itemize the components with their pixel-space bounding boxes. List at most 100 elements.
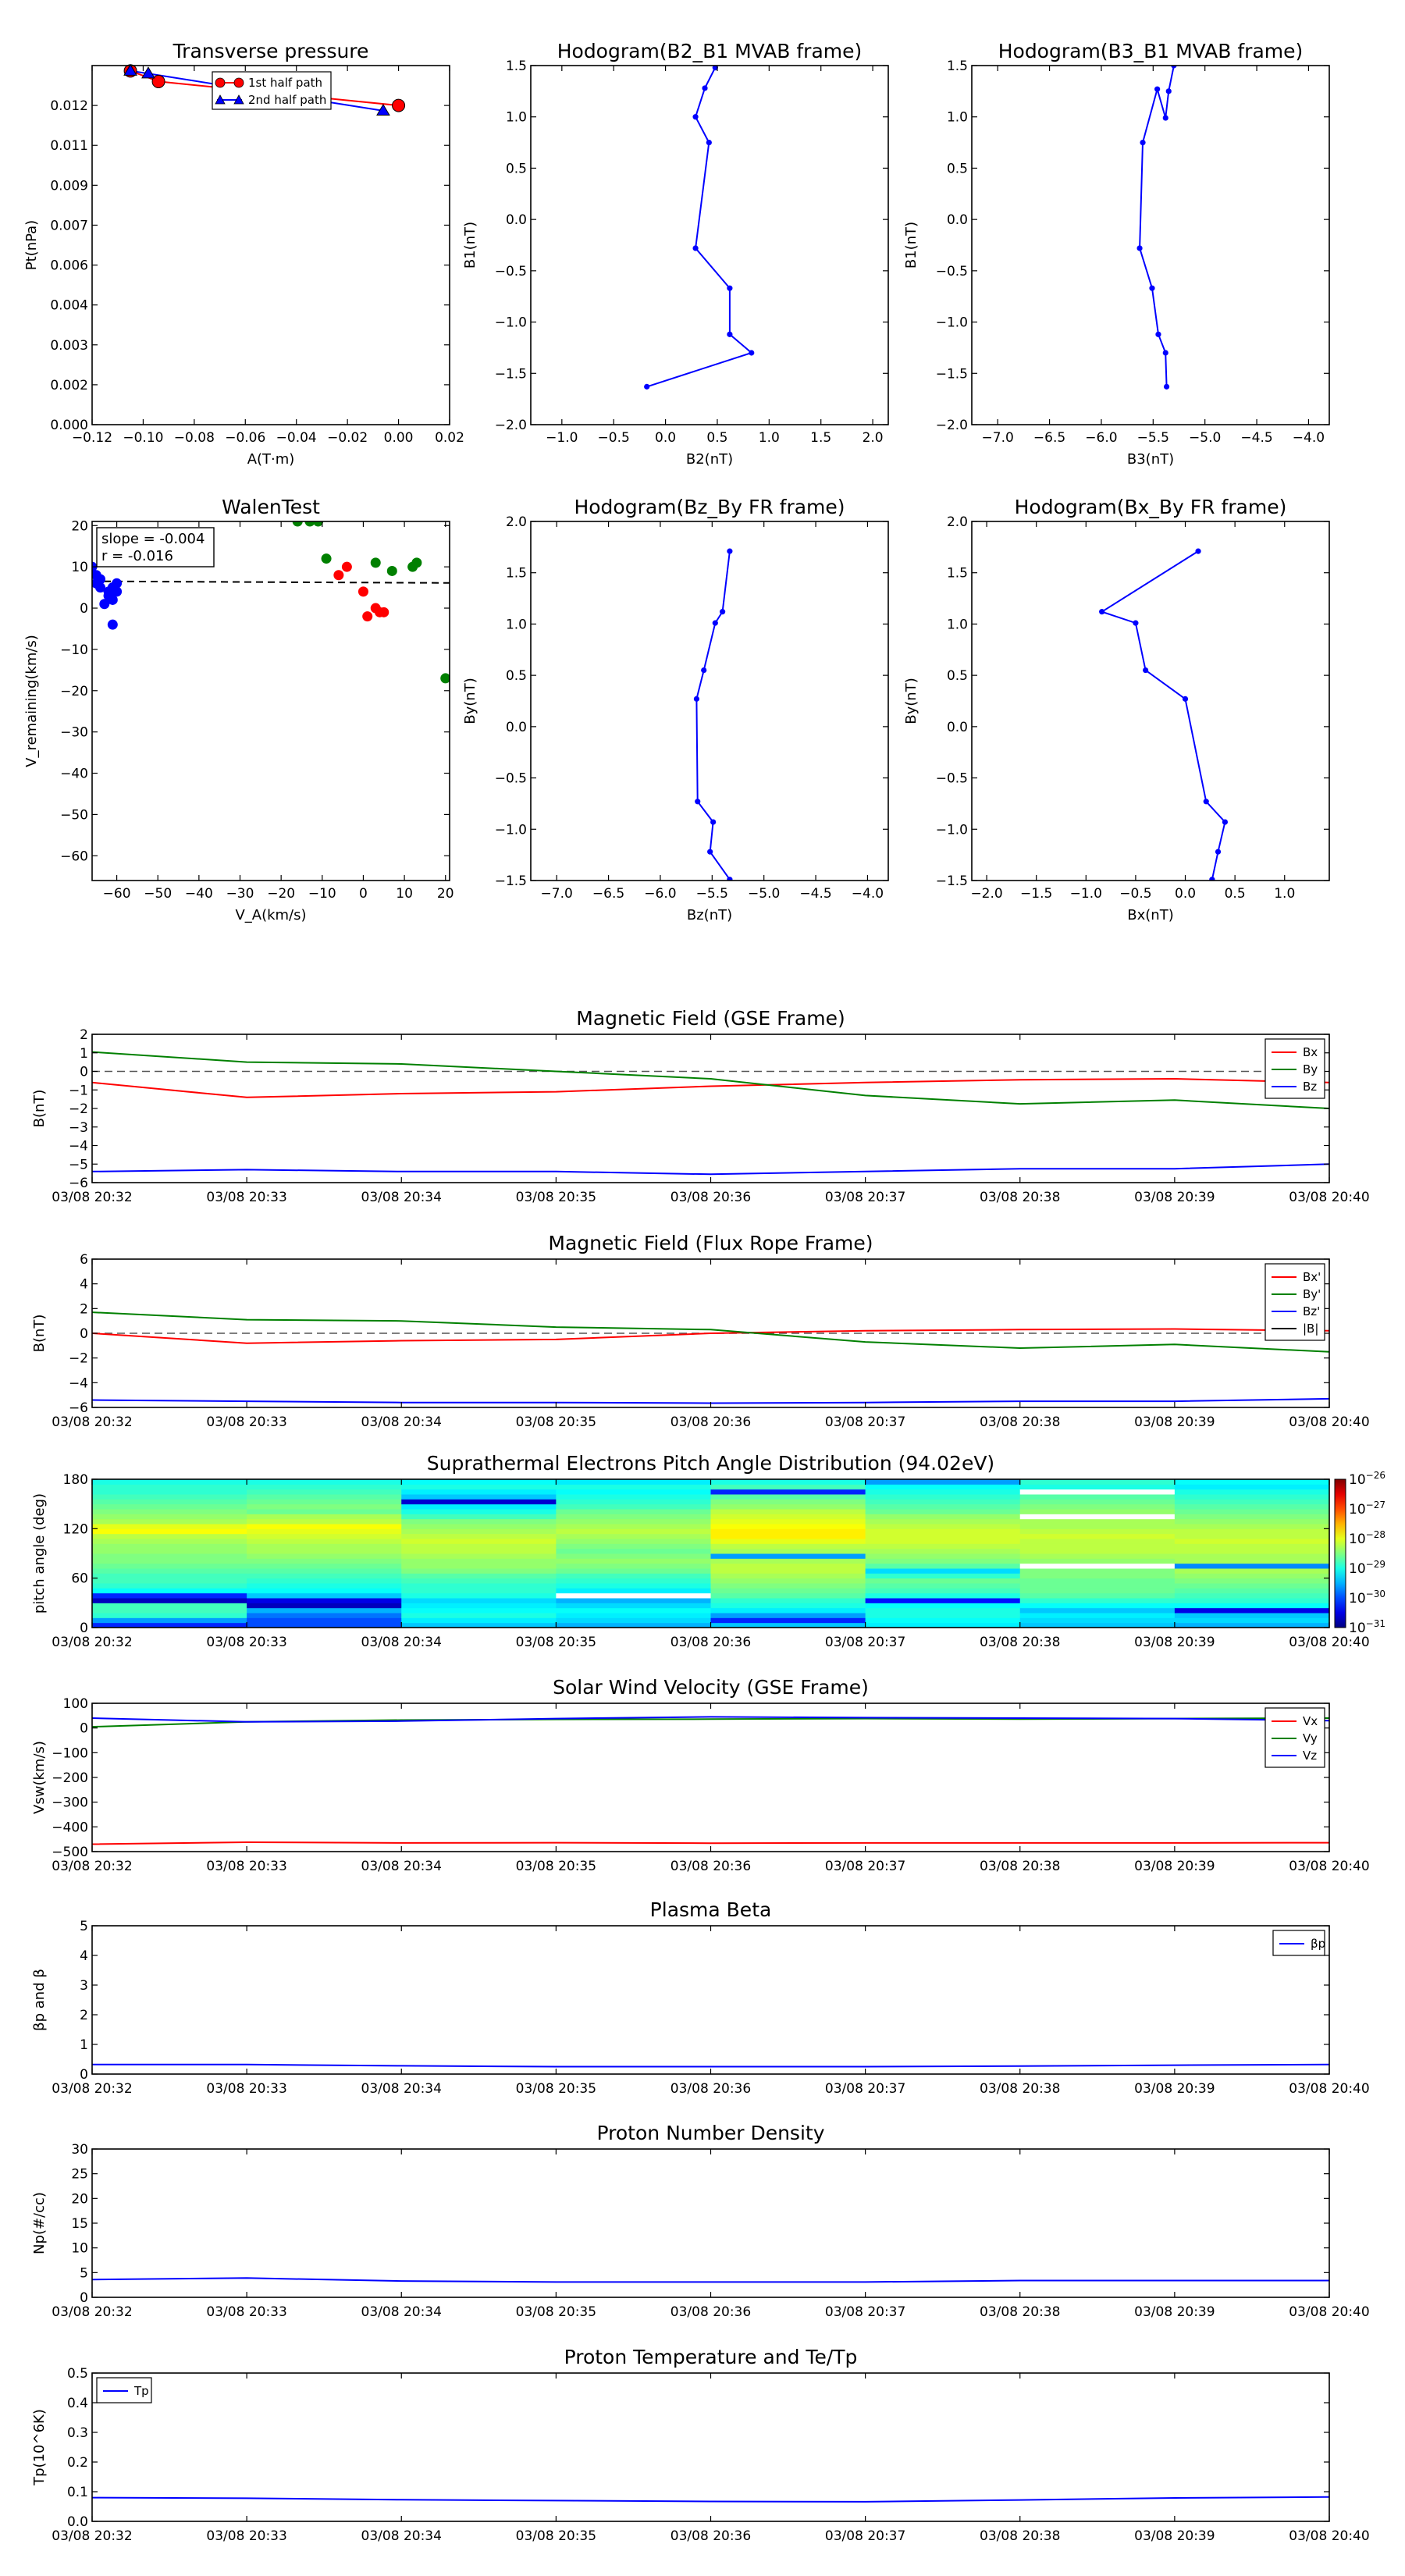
tp-y-tick-label: 0.000 — [50, 418, 88, 433]
walen-scatter-point — [112, 578, 123, 589]
pad-heatmap-cell — [556, 1607, 711, 1614]
pad-heatmap-cell — [865, 1543, 1021, 1550]
pad-heatmap-cell — [1174, 1568, 1329, 1574]
hxy-series-line — [1100, 550, 1226, 880]
bgse-x-tick-label: 03/08 20:39 — [1134, 1190, 1215, 1205]
tpk-x-tick-label: 03/08 20:38 — [980, 2528, 1060, 2544]
h31-y-tick-label: 1.5 — [947, 59, 968, 74]
pad-heatmap-cell — [401, 1622, 557, 1628]
bgse-plot-area — [92, 1051, 1329, 1176]
np-plot-area — [92, 2277, 1329, 2283]
walen-x-tick-label: −30 — [226, 886, 254, 902]
h31-chart: Hodogram(B3_B1 MVAB frame) B3(nT) B1(nT) −7… — [903, 40, 1330, 468]
bgse-y-tick-label: −4 — [69, 1139, 88, 1155]
walen-scatter-point — [99, 599, 110, 610]
pad-heatmap-cell — [247, 1568, 402, 1574]
pad-heatmap-cell — [1019, 1603, 1176, 1609]
pad-heatmap-cell — [1174, 1509, 1329, 1514]
vsw-x-tick-label: 03/08 20:33 — [206, 1859, 286, 1874]
pad-colorbar-tick-label: 10−30 — [1349, 1589, 1385, 1606]
pad-heatmap-cell — [92, 1543, 247, 1550]
pad-heatmap-cell — [710, 1603, 866, 1609]
bgse-legend-label: Bx — [1303, 1045, 1318, 1059]
pad-heatmap-cell — [710, 1588, 866, 1594]
walen-y-tick-label: 10 — [71, 560, 88, 575]
pad-x-tick-label: 03/08 20:39 — [1134, 1635, 1215, 1650]
pad-heatmap-cell — [401, 1494, 557, 1500]
pad-heatmap-cell — [1174, 1603, 1329, 1609]
pad-heatmap-cell — [92, 1509, 247, 1514]
np-y-tick-label: 25 — [71, 2167, 88, 2183]
hzy-x-axis-label: Bz(nT) — [687, 907, 732, 923]
hzy-y-tick-label: 2.0 — [506, 514, 527, 530]
hxy-plot-area — [1099, 548, 1229, 881]
beta-x-tick-label: 03/08 20:40 — [1289, 2081, 1369, 2097]
hzy-y-tick-label: 0.0 — [506, 720, 527, 735]
pad-heatmap-cell — [247, 1613, 402, 1618]
pad-heatmap-cell — [92, 1622, 247, 1628]
pad-x-tick-label: 03/08 20:32 — [52, 1635, 132, 1650]
bgse-legend-label: Bz — [1303, 1080, 1317, 1094]
np-x-tick-label: 03/08 20:33 — [206, 2304, 286, 2320]
pad-heatmap-cell — [1019, 1489, 1176, 1495]
h31-data-point — [1155, 331, 1161, 337]
walen-scatter-point — [333, 570, 344, 581]
bgse-series-line-2 — [92, 1163, 1329, 1176]
pad-heatmap-cell — [556, 1603, 711, 1609]
np-y-tick-label: 5 — [80, 2265, 88, 2281]
vsw-chart: Solar Wind Velocity (GSE Frame) Vsw(km/s)… — [31, 1676, 1370, 1874]
h21-data-point — [749, 350, 755, 356]
h31-data-point — [1165, 88, 1172, 94]
pad-heatmap-cell — [1174, 1573, 1329, 1579]
walen-x-tick-label: −40 — [185, 886, 213, 902]
hzy-x-tick-label: −5.0 — [748, 886, 780, 902]
walen-x-tick-label: 0 — [359, 886, 368, 902]
hxy-y-tick-label: −1.5 — [936, 873, 968, 889]
h21-x-tick-label: −0.5 — [598, 430, 630, 446]
tpk-y-tick-label: 0.4 — [67, 2396, 88, 2411]
pad-heatmap-cell — [865, 1514, 1021, 1520]
tpk-chart: Proton Temperature and Te/Tp Tp(10^6K) 0.0… — [31, 2346, 1370, 2544]
pad-heatmap-cell — [556, 1617, 711, 1624]
hxy-x-tick-label: −1.5 — [1020, 886, 1052, 902]
pad-heatmap-cell — [1019, 1583, 1176, 1589]
hzy-y-tick-label: 1.0 — [506, 617, 527, 632]
pad-heatmap-cell — [710, 1607, 866, 1614]
hzy-data-point — [701, 667, 707, 674]
walen-x-axis-label: V_A(km/s) — [235, 907, 306, 923]
hxy-data-point — [1203, 799, 1209, 805]
h31-y-tick-label: 1.0 — [947, 110, 968, 126]
pad-heatmap-cell — [401, 1518, 557, 1525]
pad-heatmap-cell — [401, 1592, 557, 1599]
vsw-x-tick-label: 03/08 20:32 — [52, 1859, 132, 1874]
bfr-x-tick-label: 03/08 20:39 — [1134, 1414, 1215, 1430]
pad-heatmap-cell — [710, 1514, 866, 1520]
tp-y-tick-label: 0.012 — [50, 98, 88, 114]
hzy-y-tick-label: 1.5 — [506, 566, 527, 582]
pad-heatmap-cell — [92, 1503, 247, 1510]
pad-heatmap-cell — [865, 1583, 1021, 1589]
hzy-plot-area — [693, 548, 733, 881]
pad-y-tick-label: 120 — [63, 1521, 88, 1537]
pad-x-tick-label: 03/08 20:34 — [361, 1635, 442, 1650]
beta-x-tick-label: 03/08 20:34 — [361, 2081, 442, 2097]
beta-y-tick-label: 2 — [80, 2008, 88, 2023]
beta-y-axis-label: βp and β — [31, 1969, 48, 2031]
tp-legend-label: 1st half path — [248, 76, 322, 90]
pad-heatmap-cell — [247, 1479, 402, 1485]
h31-x-tick-label: −7.0 — [982, 430, 1014, 446]
pad-heatmap-cell — [1174, 1622, 1329, 1628]
vsw-y-tick-label: 0 — [80, 1721, 88, 1737]
walen-y-tick-label: 20 — [71, 518, 88, 534]
bfr-series-line-1 — [92, 1311, 1329, 1353]
h21-y-axis-label: B1(nT) — [462, 222, 478, 269]
hzy-plot-frame — [530, 521, 889, 881]
hzy-x-tick-label: −4.5 — [799, 886, 831, 902]
pad-heatmap-cell — [247, 1524, 402, 1529]
pad-heatmap-cell — [1174, 1563, 1329, 1569]
walen-scatter-point — [92, 570, 101, 581]
pad-heatmap-cell — [1019, 1578, 1176, 1584]
h21-y-tick-label: 0.5 — [506, 161, 527, 176]
pad-heatmap-cell — [1019, 1613, 1176, 1618]
pad-heatmap-cell — [865, 1503, 1021, 1510]
